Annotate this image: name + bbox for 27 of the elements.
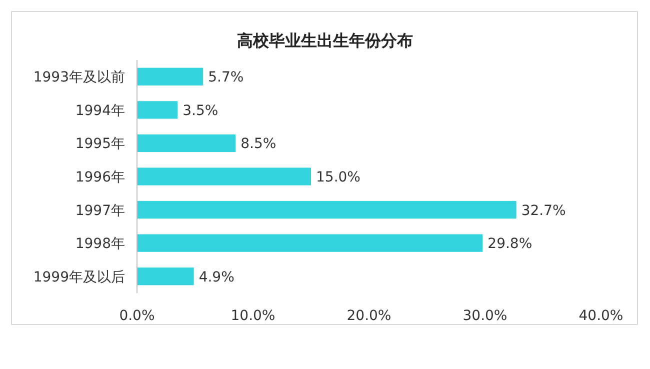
y-tick-label: 1994年 [75,102,125,119]
data-label: 5.7% [208,70,244,86]
chart-title: 高校毕业生出生年份分布 [237,31,413,50]
x-tick-label: 30.0% [462,308,508,324]
data-label: 4.9% [198,269,234,286]
bar [137,101,178,119]
y-tick-label: 1997年 [75,202,125,219]
data-label: 29.8% [488,236,532,252]
y-tick-label: 1998年 [75,236,125,252]
data-label: 8.5% [240,136,276,152]
data-label: 3.5% [182,102,218,119]
x-tick-label: 0.0% [119,308,155,324]
bar [137,168,311,186]
y-tick-label: 1993年及以前 [33,70,125,86]
bar [137,68,204,86]
y-tick-label: 1999年及以后 [33,269,125,286]
data-label: 15.0% [316,170,360,186]
y-tick-label: 1996年 [75,170,125,186]
x-tick-label: 20.0% [346,308,392,324]
x-tick-label: 10.0% [230,308,276,324]
x-tick-label: 40.0% [578,308,624,324]
bar [137,268,194,286]
bar [137,234,483,252]
y-tick-label: 1995年 [75,136,125,152]
data-label: 32.7% [521,202,566,219]
bar [137,134,236,152]
bar [137,200,516,219]
